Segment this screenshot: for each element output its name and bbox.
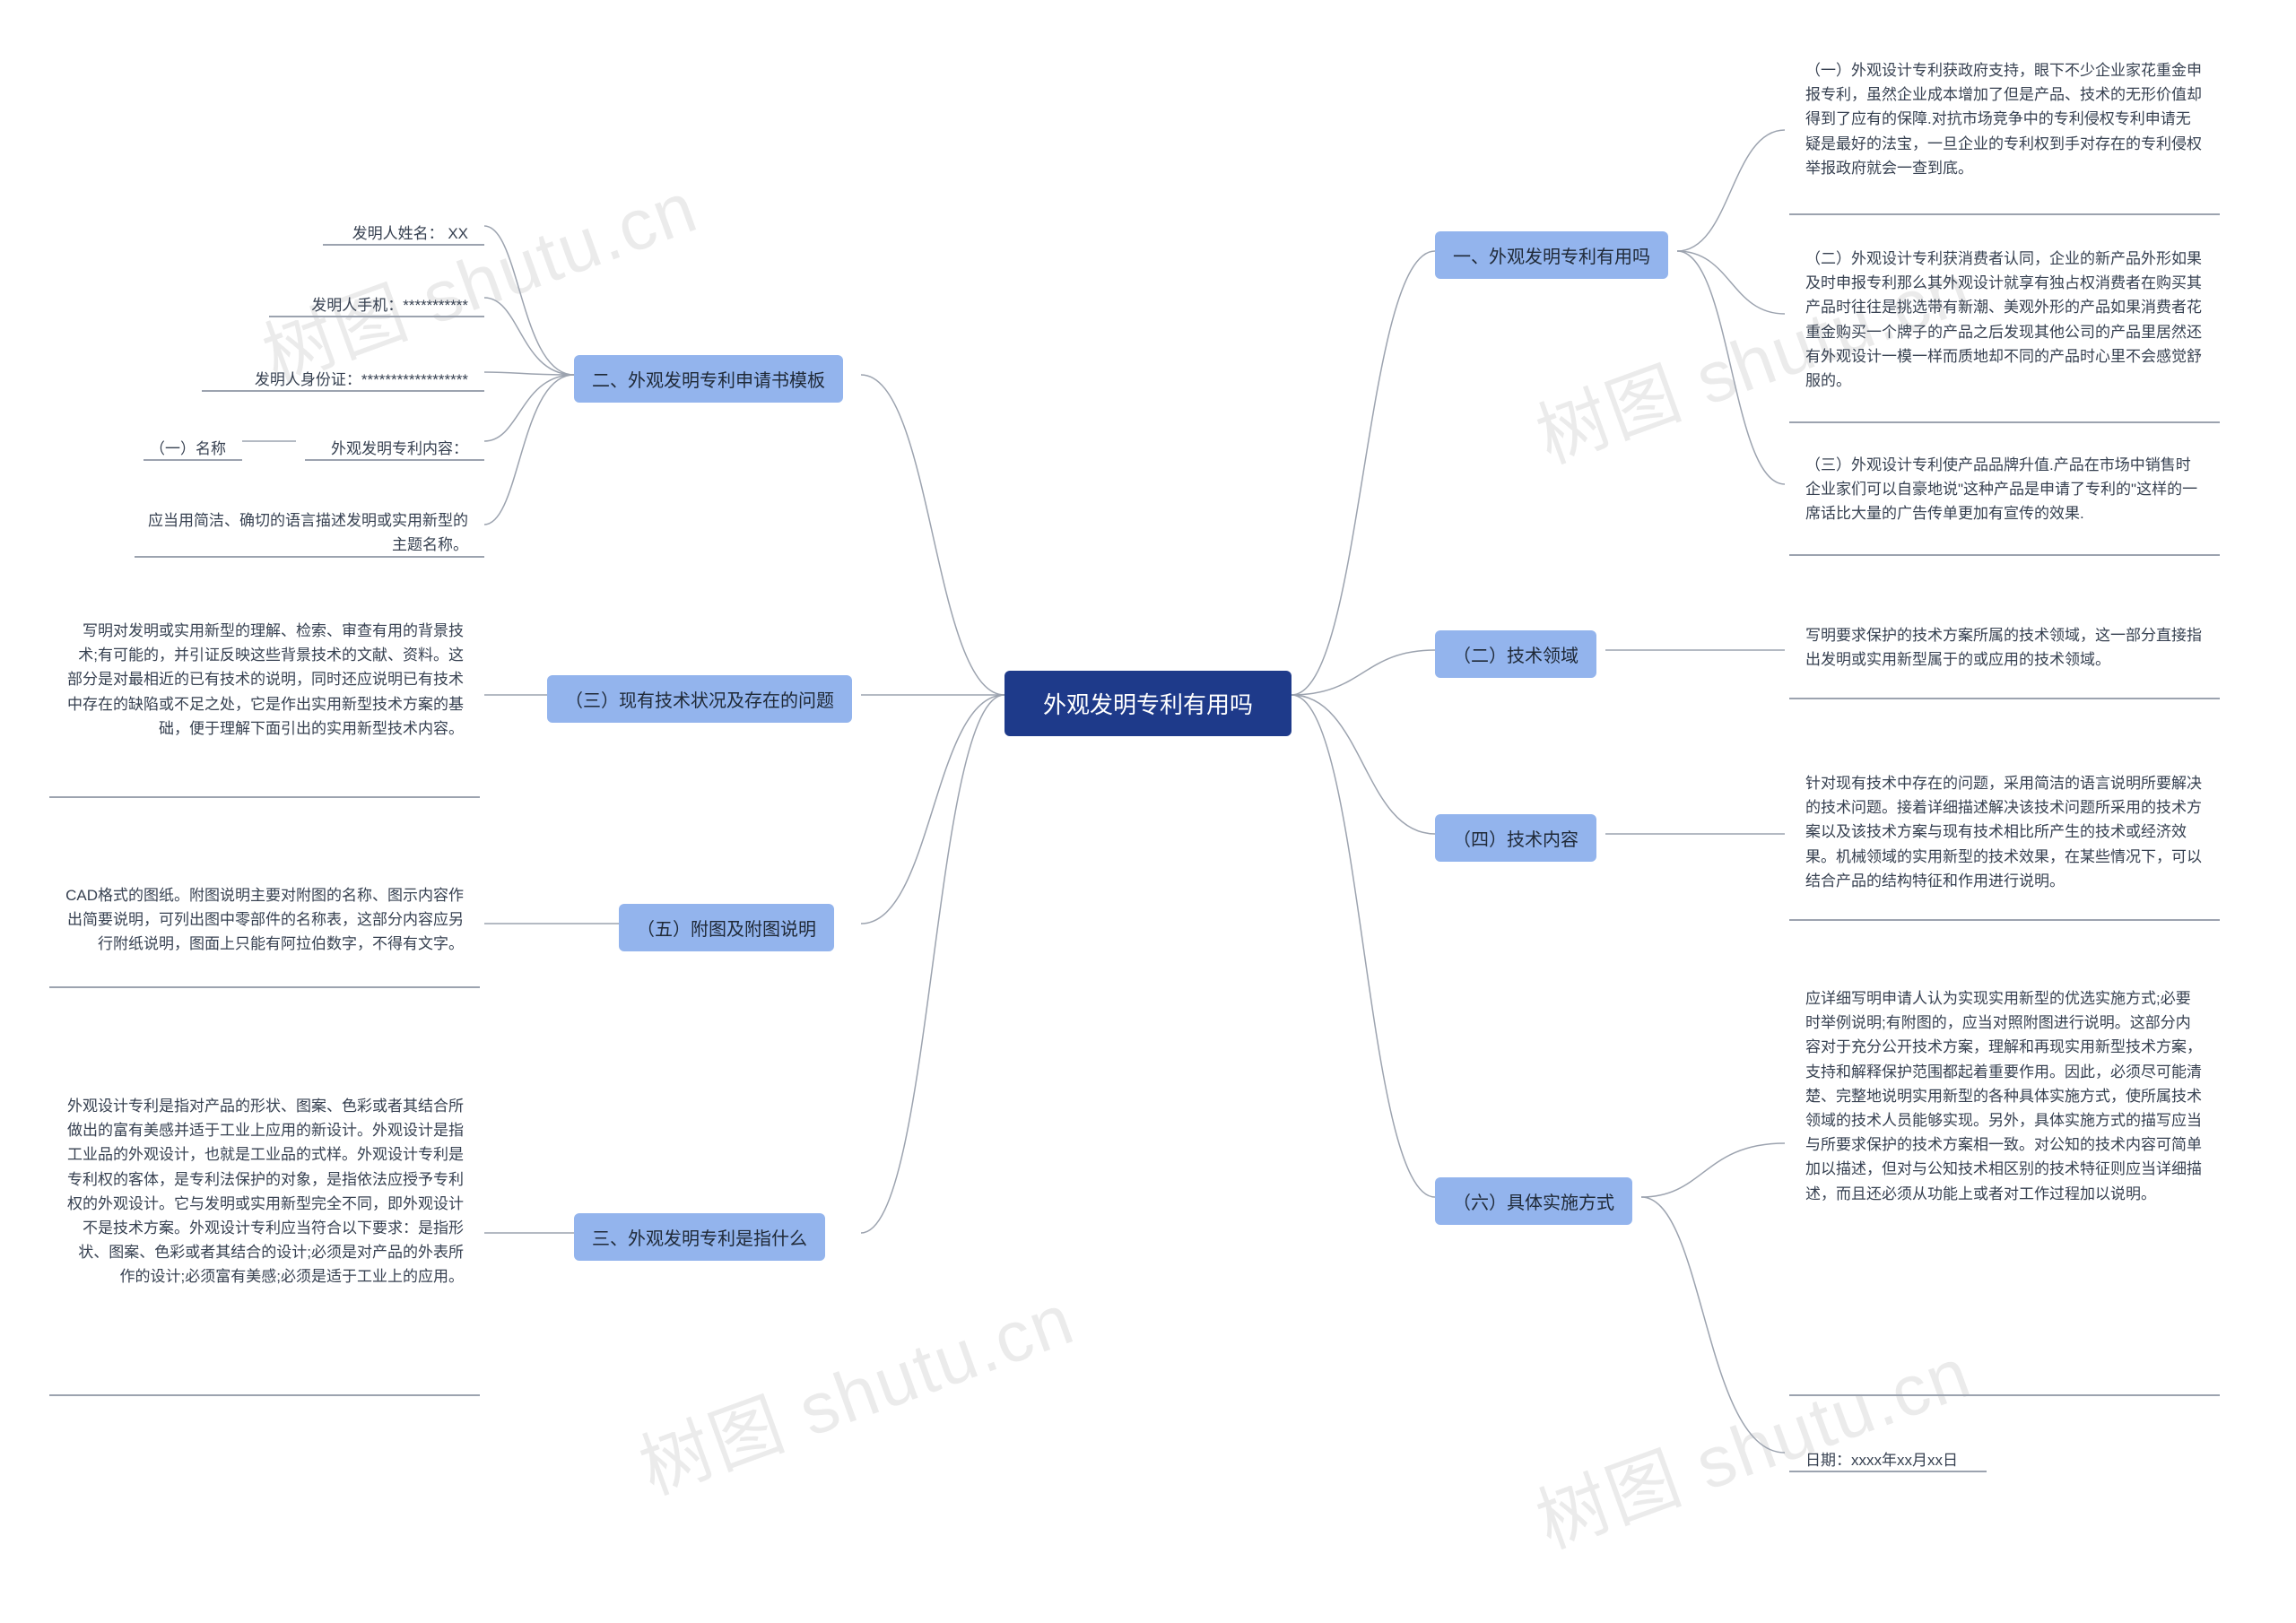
leaf-l1-c4-outer: 外观发明专利内容： [296,428,484,470]
leaf-r4-c2: 日期：xxxx年xx月xx日 [1789,1439,1974,1481]
underline [144,459,242,461]
leaf-l1-c3: 发明人身份证：****************** [193,359,484,401]
underline [1789,1394,2220,1396]
branch-r1: 一、外观发明专利有用吗 [1435,231,1668,279]
underline [269,316,484,317]
leaf-r1-c2: （二）外观设计专利获消费者认同，企业的新产品外形如果及时申报专利那么其外观设计就… [1789,238,2220,402]
underline [323,244,484,246]
leaf-l2: 写明对发明或实用新型的理解、检索、审查有用的背景技术;有可能的，并引证反映这些背… [49,610,480,750]
branch-l4: 三、外观发明专利是指什么 [574,1213,825,1261]
leaf-l1-c1: 发明人姓名： XX [296,213,484,255]
leaf-l3: CAD格式的图纸。附图说明主要对附图的名称、图示内容作出简要说明，可列出图中零部… [49,874,480,966]
underline [1789,919,2220,921]
underline [1789,698,2220,699]
leaf-r1-c1: （一）外观设计专利获政府支持，眼下不少企业家花重金申报专利，虽然企业成本增加了但… [1789,49,2220,189]
branch-r3: （四）技术内容 [1435,814,1596,862]
underline [1789,213,2220,215]
leaf-l4: 外观设计专利是指对产品的形状、图案、色彩或者其结合所做出的富有美感并适于工业上应… [49,1085,480,1298]
underline [1789,554,2220,556]
leaf-r1-c3: （三）外观设计专利使产品品牌升值.产品在市场中销售时企业家们可以自豪地说"这种产… [1789,444,2220,535]
leaf-r3: 针对现有技术中存在的问题，采用简洁的语言说明所要解决的技术问题。接着详细描述解决… [1789,762,2220,902]
leaf-r2: 写明要求保护的技术方案所属的技术领域，这一部分直接指出发明或实用新型属于的或应用… [1789,614,2220,681]
underline [305,459,484,461]
branch-l3: （五）附图及附图说明 [619,904,834,951]
underline [49,796,480,798]
underline [202,390,484,392]
leaf-l1-c2: 发明人手机：*********** [260,284,484,326]
watermark: 树图 shutu.cn [623,1262,1086,1515]
leaf-r4-c1: 应详细写明申请人认为实现实用新型的优选实施方式;必要时举例说明;有附图的，应当对… [1789,977,2220,1215]
branch-l1: 二、外观发明专利申请书模板 [574,355,843,403]
branch-r2: （二）技术领域 [1435,630,1596,678]
underline [49,1394,480,1396]
underline [1789,1471,1987,1472]
root-node: 外观发明专利有用吗 [1004,671,1292,736]
underline [135,556,484,558]
branch-l2: （三）现有技术状况及存在的问题 [547,675,852,723]
underline [49,986,480,988]
leaf-l1-c4-inner: （一）名称 [130,428,242,470]
underline [1789,421,2220,423]
branch-r4: （六）具体实施方式 [1435,1177,1632,1225]
